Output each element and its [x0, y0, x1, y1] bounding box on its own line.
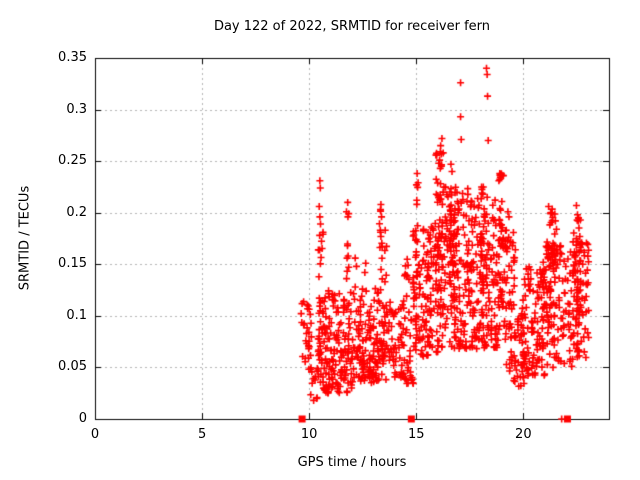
x-tick-label: 15 [407, 427, 425, 442]
y-tick-label: 0.15 [58, 256, 87, 272]
y-tick-label: 0.3 [66, 101, 87, 117]
x-tick-label: 20 [515, 427, 532, 442]
y-tick-label: 0.05 [58, 359, 87, 375]
y-tick-label: 0 [78, 411, 87, 426]
y-tick-label: 0.1 [66, 307, 87, 323]
x-tick-label: 0 [90, 427, 100, 442]
y-tick-label: 0.25 [58, 153, 87, 169]
y-tick-label: 0.35 [58, 50, 87, 65]
x-tick-label: 10 [300, 427, 318, 442]
x-tick-label: 5 [197, 427, 207, 442]
y-tick-label: 0.2 [66, 204, 87, 220]
